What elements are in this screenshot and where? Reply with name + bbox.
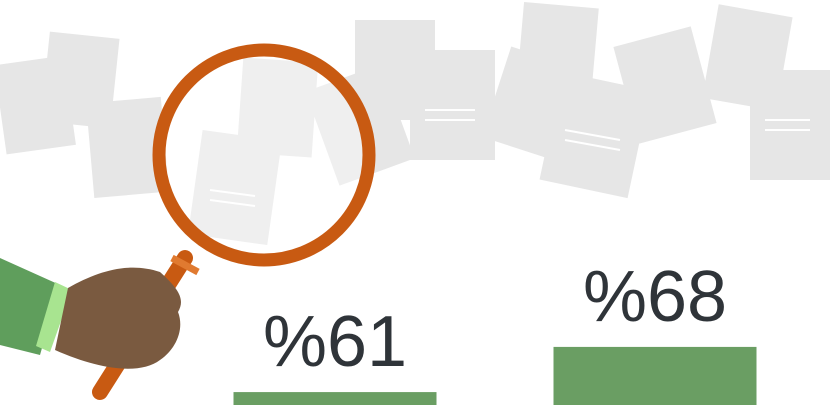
hand	[0, 258, 181, 369]
bar	[553, 346, 757, 405]
bar	[233, 392, 437, 405]
magnifier	[92, 43, 376, 400]
background-documents	[0, 1, 830, 246]
value-label: %68	[583, 257, 727, 337]
value-label: %61	[263, 302, 407, 382]
